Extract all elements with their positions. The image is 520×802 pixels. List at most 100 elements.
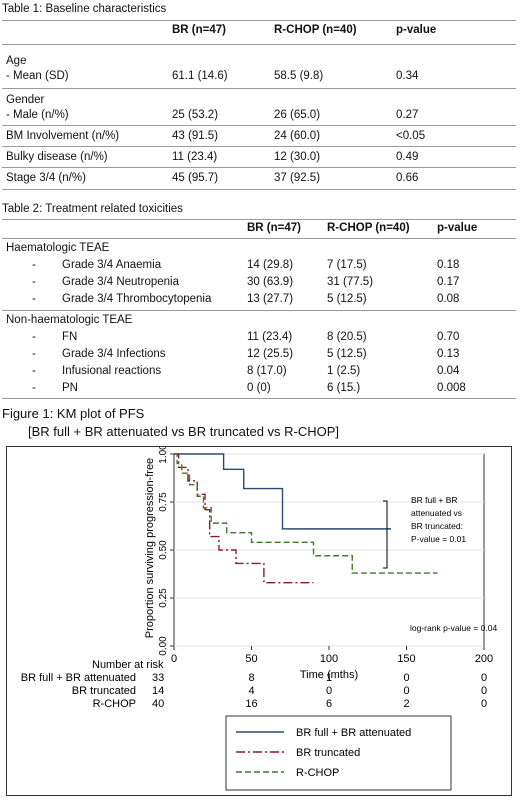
rchop-value: 6 (15.) [327,382,361,394]
series-line [174,453,314,584]
annotation-bracket [383,500,388,569]
section-title: Haematologic TEAE [6,242,110,254]
x-tick-label: 0 [171,653,177,665]
logrank-annotation: log-rank p-value = 0.04 [410,623,497,633]
rchop-value: 12 (30.0) [274,151,321,163]
bullet-dash: - [32,331,36,343]
table1-header-rchop: R-CHOP (n=40) [274,24,357,36]
p-value: 0.34 [396,70,419,82]
risk-count: 0 [326,685,332,697]
x-tick-label: 150 [397,653,415,665]
table1-caption: Table 1: Baseline characteristics [2,3,167,15]
curves [174,453,438,584]
rchop-value: 37 (92.5) [274,172,321,184]
section-title: Non-haematologic TEAE [6,314,133,326]
series-line [174,453,391,530]
table2-caption: Table 2: Treatment related toxicities [2,203,183,215]
br-value: 25 (53.2) [172,109,219,121]
row-label: BM Involvement (n/%) [6,130,120,142]
x-tick-label: 100 [320,653,338,665]
risk-count: 16 [245,698,257,710]
toxicity-table: BR (n=47) R-CHOP (n=40) p-value Haematol… [2,219,516,401]
section-header: Haematologic TEAE [2,239,516,258]
bullet-dash: - [32,276,36,288]
y-tick-label: 1.00 [158,446,169,464]
p-value: 0.008 [437,382,466,394]
br-value: 8 (17.0) [247,365,287,377]
row-label: Age [6,55,27,67]
risk-count: 1 [326,672,332,684]
row-rule [2,146,516,147]
annotation-line: BR truncated: [411,521,463,531]
risk-count: 6 [326,698,332,710]
series-line [174,453,438,574]
risk-table: Number at risk BR full + BR attenuated B… [21,659,487,710]
annotation-line: P-value = 0.01 [411,534,466,544]
row-label: Bulky disease (n/%) [6,151,108,163]
row-label: - Mean (SD) [6,70,69,82]
rchop-value: 1 (2.5) [327,365,361,377]
p-value: 0.49 [396,151,419,163]
br-value: 61.1 (14.6) [172,70,228,82]
x-tick-label: 200 [475,653,493,665]
table2-bottom-rule [2,398,516,399]
br-value: 12 (25.5) [247,348,294,360]
br-value: 13 (27.7) [247,293,294,305]
table-row: - Infusional reactions 8 (17.0) 1 (2.5) … [2,362,516,381]
bullet-dash: - [32,365,36,377]
risk-count: 2 [403,698,409,710]
row-label: FN [62,331,78,343]
table-row: Stage 3/4 (n/%) 45 (95.7) 37 (92.5) 0.66 [2,169,516,188]
risk-count: 33 [152,672,164,684]
p-value: 0.70 [437,331,460,343]
table1-header-br: BR (n=47) [172,24,226,36]
risk-count: 0 [403,672,409,684]
p-value: 0.13 [437,348,460,360]
annotation-line: attenuated vs [411,508,462,518]
table-row: - Male (n/%) 25 (53.2) 26 (65.0) 0.27 [2,106,516,125]
table-row: - Grade 3/4 Anaemia 14 (29.8) 7 (17.5) 0… [2,256,516,275]
row-label: Grade 3/4 Neutropenia [62,276,179,288]
section-header: Non-haematologic TEAE [2,311,516,330]
br-value: 11 (23.4) [247,331,293,343]
rchop-value: 7 (17.5) [327,259,367,271]
p-value: <0.05 [396,130,426,142]
x-axis-label: Time (mths) [300,669,358,681]
risk-table-title: Number at risk [92,659,164,671]
risk-count: 0 [403,685,409,697]
table-row: Bulky disease (n/%) 11 (23.4) 12 (30.0) … [2,148,516,167]
br-value: 45 (95.7) [172,172,219,184]
axes: 0.00 0.25 0.50 0.75 1.00 0 50 100 150 200 [158,446,493,665]
row-label: Grade 3/4 Thrombocytopenia [62,293,212,305]
row-label: - Male (n/%) [6,109,69,121]
p-value: 0.08 [437,293,460,305]
row-label: Stage 3/4 (n/%) [6,172,86,184]
risk-count: 40 [152,698,164,710]
figure-title: Figure 1: KM plot of PFS [2,406,145,421]
row-label: Grade 3/4 Anaemia [62,259,162,271]
table2-header-row: BR (n=47) R-CHOP (n=40) p-value [2,219,516,238]
legend-box [225,715,452,791]
risk-label: BR full + BR attenuated [21,672,136,684]
bullet-dash: - [32,293,36,305]
risk-count: 0 [481,685,487,697]
table-row: - PN 0 (0) 6 (15.) 0.008 [2,379,516,398]
km-plot: 0.000.250.500.751.000 50 100 150 200 Proport… [6,446,512,796]
risk-label: R-CHOP [93,698,136,710]
row-rule [2,88,516,89]
y-tick-label: 0.50 [158,540,169,560]
risk-count: 8 [248,672,254,684]
risk-count: 14 [152,685,164,697]
table1-top-rule [2,20,516,21]
rchop-value: 5 (12.5) [327,293,367,305]
legend: BR full + BR attenuated BR truncated R-C… [225,715,452,791]
table-row: Age [2,52,516,71]
br-value: 43 (91.5) [172,130,219,142]
annotation-line: BR full + BR [411,495,458,505]
p-value: 0.18 [437,259,460,271]
p-value: 0.66 [396,172,419,184]
figure-subtitle: [BR full + BR attenuated vs BR truncated… [28,424,340,439]
row-label: Grade 3/4 Infections [62,348,166,360]
row-label: PN [62,382,78,394]
row-label: Infusional reactions [62,365,162,377]
